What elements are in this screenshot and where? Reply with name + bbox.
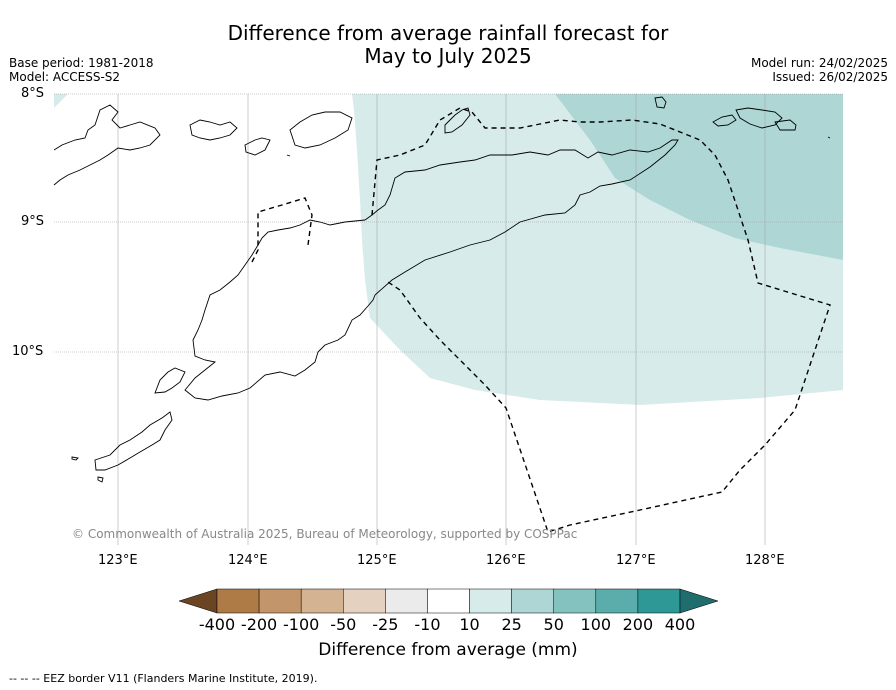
- rainfall-region-corner: [54, 94, 68, 108]
- small-dot-island: [827, 136, 831, 139]
- lon-label-124e: 124°E: [228, 553, 268, 568]
- north-island-chain: [53, 104, 161, 186]
- lon-label-126e: 126°E: [486, 553, 526, 568]
- lon-label-123e: 123°E: [98, 553, 138, 568]
- colorbar-tick-label: 50: [543, 615, 564, 634]
- map-title-line1: Difference from average rainfall forecas…: [227, 21, 669, 45]
- lat-label-8s: 8°S: [21, 86, 45, 101]
- colorbar-tick-label: -200: [240, 615, 278, 634]
- colorbar-tick-label: -10: [414, 615, 441, 634]
- pantar-island: [289, 111, 353, 149]
- colorbar-extend-high: [679, 588, 719, 614]
- rote-island: [94, 411, 173, 471]
- lat-label-9s: 9°S: [21, 214, 45, 229]
- colorbar-segment: [637, 588, 681, 614]
- eez-timor-leste-north: [371, 107, 831, 533]
- colorbar-tick-label: 400: [664, 615, 696, 634]
- east-island-4: [774, 119, 797, 131]
- colorbar-segment: [427, 588, 470, 614]
- timor-north-coast: [364, 139, 679, 296]
- issued-date: Issued: 26/02/2025: [772, 70, 888, 84]
- eez-borders: [251, 107, 831, 533]
- small-island-2: [97, 476, 104, 483]
- meridians: [117, 94, 766, 545]
- colorbar-title: Difference from average (mm): [318, 640, 578, 660]
- model-run: Model run: 24/02/2025: [750, 56, 888, 70]
- timor-south-coast: [184, 219, 376, 401]
- colorbar-tick-label: -100: [283, 615, 320, 634]
- semau-island: [154, 367, 186, 394]
- atauro-island: [244, 137, 271, 156]
- colorbar-segment: [343, 588, 386, 614]
- base-period: Base period: 1981-2018: [9, 56, 154, 70]
- wetar-island: [444, 107, 471, 134]
- colorbar: [178, 588, 719, 614]
- colorbar-tick-label: -400: [198, 615, 236, 634]
- coastlines: [53, 96, 831, 483]
- small-dot-island-2: [286, 154, 291, 157]
- rainfall-region-mid: [555, 94, 843, 260]
- colorbar-segment: [595, 588, 639, 614]
- colorbar-segment: [511, 588, 554, 614]
- colorbar-tick-label: -50: [330, 615, 357, 634]
- colorbar-tick-label: 100: [580, 615, 612, 634]
- colorbar-extend-low: [178, 588, 218, 614]
- copyright-note: © Commonwealth of Australia 2025, Bureau…: [72, 527, 578, 541]
- colorbar-segment: [258, 588, 302, 614]
- gridlines: [54, 93, 843, 353]
- colorbar-segment: [553, 588, 597, 614]
- alor-island: [189, 119, 238, 141]
- colorbar-segment: [385, 588, 428, 614]
- lon-label-127e: 127°E: [616, 553, 656, 568]
- colorbar-segment: [216, 588, 260, 614]
- small-island-1: [71, 456, 79, 461]
- colorbar-tick-label: 25: [501, 615, 522, 634]
- eez-oecusse: [251, 197, 313, 263]
- colorbar-tick-label: -25: [372, 615, 399, 634]
- model-name: Model: ACCESS-S2: [9, 70, 121, 84]
- map-title-line2: May to July 2025: [364, 44, 532, 68]
- colorbar-tick-label: 200: [622, 615, 654, 634]
- lat-label-10s: 10°S: [12, 344, 44, 359]
- eez-footer-note: -- -- -- EEZ border V11 (Flanders Marine…: [9, 672, 318, 685]
- colorbar-segment: [300, 588, 344, 614]
- colorbar-tick-label: 10: [459, 615, 480, 634]
- east-island-1: [654, 96, 667, 109]
- lon-label-128e: 128°E: [745, 553, 785, 568]
- lon-label-125e: 125°E: [357, 553, 397, 568]
- colorbar-segment: [469, 588, 512, 614]
- east-island-2: [712, 114, 737, 127]
